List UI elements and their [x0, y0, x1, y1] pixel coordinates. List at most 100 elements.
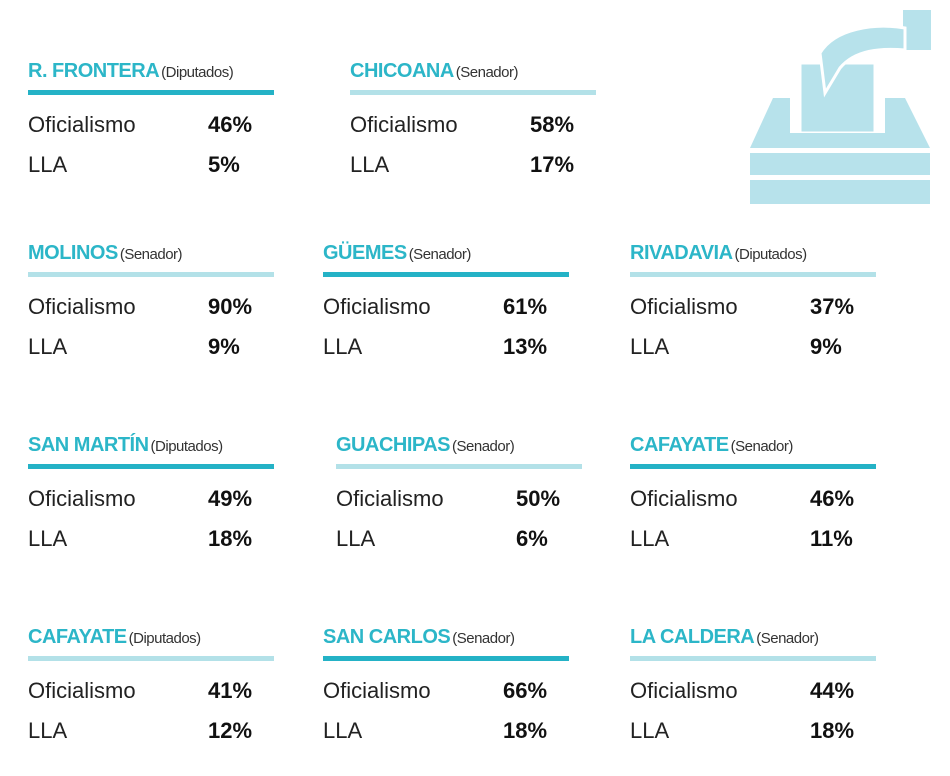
block-header: SAN CARLOS (Senador): [323, 626, 515, 649]
party-label: Oficialismo: [28, 678, 136, 703]
party-label: Oficialismo: [630, 486, 738, 511]
party-label: LLA: [630, 334, 670, 359]
chamber: (Senador): [119, 246, 183, 263]
divider: [28, 464, 274, 469]
party-label: LLA: [350, 152, 390, 177]
party-label: LLA: [28, 526, 68, 551]
block-header: LA CALDERA (Senador): [630, 626, 819, 649]
percentage: 12%: [208, 718, 253, 743]
party-label: LLA: [323, 718, 363, 743]
district-name: SAN MARTÍN: [28, 434, 149, 456]
result-block: R. FRONTERA (Diputados) Oficialismo 46% LLA 5…: [28, 60, 278, 190]
percentage: 41%: [208, 678, 253, 703]
result-block: GUACHIPAS (Senador) Oficialismo 50% LLA 6%: [336, 434, 586, 564]
district-name: CHICOANA: [350, 60, 454, 82]
district-name: CAFAYATE: [630, 434, 729, 456]
district-name: GUACHIPAS: [336, 434, 451, 456]
chamber: (Senador): [452, 630, 515, 647]
percentage: 61%: [503, 294, 548, 319]
percentage: 58%: [530, 112, 575, 137]
result-block: SAN CARLOS (Senador) Oficialismo 66% LLA 18%: [323, 626, 573, 756]
block-header: CHICOANA (Senador): [350, 60, 518, 83]
divider: [350, 90, 596, 95]
percentage: 66%: [503, 678, 548, 703]
result-block: RIVADAVIA (Diputados) Oficialismo 37% LLA 9%: [630, 242, 880, 372]
percentage: 37%: [810, 294, 855, 319]
percentage: 9%: [810, 334, 842, 359]
percentage: 90%: [208, 294, 253, 319]
party-label: Oficialismo: [336, 486, 444, 511]
percentage: 50%: [516, 486, 561, 511]
block-header: GÜEMES (Senador): [323, 242, 471, 265]
divider: [28, 90, 274, 95]
percentage: 44%: [810, 678, 855, 703]
party-label: Oficialismo: [28, 294, 136, 319]
result-block: CAFAYATE (Senador) Oficialismo 46% LLA 11%: [630, 434, 880, 564]
block-header: MOLINOS (Senador): [28, 242, 183, 265]
ballot-box-icon: [750, 10, 931, 204]
party-label: Oficialismo: [323, 678, 431, 703]
district-name: GÜEMES: [323, 242, 407, 264]
chamber: (Senador): [756, 630, 819, 647]
party-label: LLA: [630, 718, 670, 743]
divider: [28, 656, 274, 661]
party-label: Oficialismo: [630, 678, 738, 703]
result-block: GÜEMES (Senador) Oficialismo 61% LLA 13%: [323, 242, 573, 372]
percentage: 13%: [503, 334, 548, 359]
district-name: RIVADAVIA: [630, 242, 733, 264]
party-label: LLA: [28, 334, 68, 359]
result-block: LA CALDERA (Senador) Oficialismo 44% LLA 18%: [630, 626, 880, 756]
percentage: 17%: [530, 152, 575, 177]
party-label: Oficialismo: [630, 294, 738, 319]
divider: [323, 272, 569, 277]
chamber: (Senador): [452, 438, 515, 455]
percentage: 11%: [810, 526, 853, 551]
party-label: LLA: [28, 718, 68, 743]
block-header: GUACHIPAS (Senador): [336, 434, 515, 457]
party-label: LLA: [336, 526, 376, 551]
divider: [630, 656, 876, 661]
percentage: 18%: [208, 526, 253, 551]
block-header: R. FRONTERA (Diputados): [28, 60, 234, 83]
party-label: LLA: [323, 334, 363, 359]
result-block: MOLINOS (Senador) Oficialismo 90% LLA 9%: [28, 242, 278, 372]
block-header: CAFAYATE (Diputados): [28, 626, 201, 649]
party-label: Oficialismo: [323, 294, 431, 319]
block-header: SAN MARTÍN (Diputados): [28, 434, 223, 457]
percentage: 46%: [810, 486, 855, 511]
block-header: CAFAYATE (Senador): [630, 434, 793, 457]
party-label: Oficialismo: [350, 112, 458, 137]
divider: [336, 464, 582, 469]
percentage: 18%: [810, 718, 855, 743]
percentage: 6%: [516, 526, 548, 551]
divider: [28, 272, 274, 277]
party-label: Oficialismo: [28, 112, 136, 137]
chamber: (Diputados): [734, 246, 808, 263]
chamber: (Diputados): [161, 64, 234, 81]
percentage: 49%: [208, 486, 253, 511]
divider: [323, 656, 569, 661]
chamber: (Diputados): [128, 630, 202, 647]
party-label: LLA: [28, 152, 68, 177]
district-name: MOLINOS: [28, 242, 118, 264]
party-label: Oficialismo: [28, 486, 136, 511]
percentage: 18%: [503, 718, 548, 743]
chamber: (Senador): [408, 246, 472, 263]
chamber: (Senador): [730, 438, 794, 455]
district-name: LA CALDERA: [630, 626, 755, 648]
block-header: RIVADAVIA (Diputados): [630, 242, 807, 265]
result-block: SAN MARTÍN (Diputados) Oficialismo 49% LLA 18…: [28, 434, 278, 564]
district-name: CAFAYATE: [28, 626, 127, 648]
district-name: R. FRONTERA: [28, 60, 160, 82]
result-block: CHICOANA (Senador) Oficialismo 58% LLA 17%: [350, 60, 600, 190]
divider: [630, 272, 876, 277]
district-name: SAN CARLOS: [323, 626, 451, 648]
divider: [630, 464, 876, 469]
percentage: 46%: [208, 112, 253, 137]
chamber: (Diputados): [150, 438, 224, 455]
party-label: LLA: [630, 526, 670, 551]
chamber: (Senador): [455, 64, 519, 81]
percentage: 5%: [208, 152, 240, 177]
result-block: CAFAYATE (Diputados) Oficialismo 41% LLA 12%: [28, 626, 278, 756]
